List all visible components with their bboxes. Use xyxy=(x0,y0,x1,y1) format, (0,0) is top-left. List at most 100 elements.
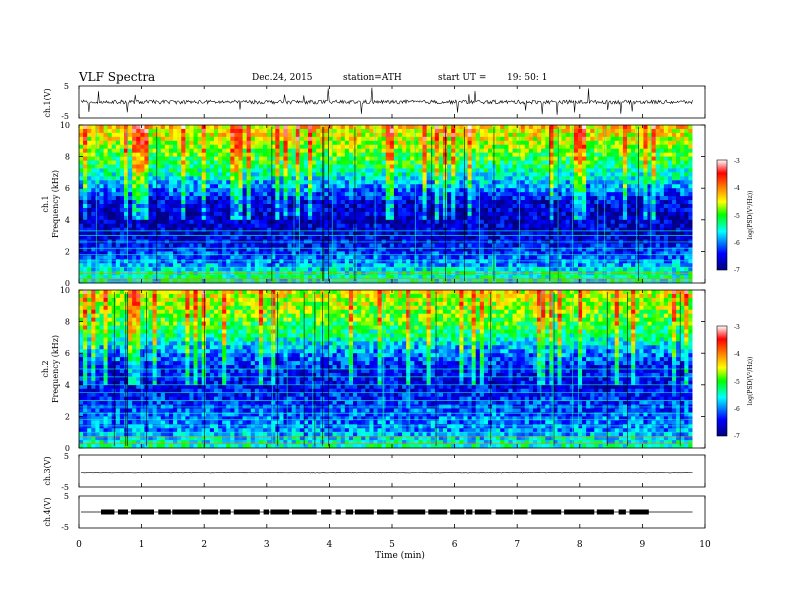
heatmap-cell xyxy=(508,132,513,138)
heatmap-cell xyxy=(226,156,231,161)
heatmap-cell xyxy=(144,172,149,177)
heatmap-cell xyxy=(573,192,579,197)
heatmap-cell xyxy=(299,152,305,157)
heatmap-cell xyxy=(565,176,571,181)
heatmap-cell xyxy=(537,140,542,146)
heatmap-cell xyxy=(324,188,329,193)
heatmap-cell xyxy=(303,164,309,169)
heatmap-cell xyxy=(144,255,149,260)
heatmap-cell xyxy=(205,172,211,177)
heatmap-cell xyxy=(377,172,382,177)
heatmap-cell xyxy=(434,160,440,165)
heatmap-cell xyxy=(222,204,227,209)
heatmap-cell xyxy=(250,188,256,193)
heatmap-cell xyxy=(512,223,517,228)
heatmap-cell xyxy=(561,255,566,260)
heatmap-cell xyxy=(218,176,223,181)
heatmap-cell xyxy=(430,255,436,260)
heatmap-cell xyxy=(242,168,247,173)
heatmap-cell xyxy=(299,156,305,161)
heatmap-cell xyxy=(234,136,239,142)
heatmap-cell xyxy=(381,152,387,157)
heatmap-cell xyxy=(438,125,444,130)
heatmap-cell xyxy=(312,125,317,130)
heatmap-cell xyxy=(434,259,440,264)
heatmap-cell xyxy=(389,267,395,272)
heatmap-cell xyxy=(173,267,178,272)
heatmap-cell xyxy=(156,188,162,193)
heatmap-cell xyxy=(246,164,252,169)
heatmap-cell xyxy=(230,184,235,189)
heatmap-cell xyxy=(463,168,468,173)
heatmap-cell xyxy=(303,207,309,213)
heatmap-cell xyxy=(438,207,444,213)
heatmap-cell xyxy=(459,219,464,225)
heatmap-cell xyxy=(128,152,133,157)
heatmap-cell xyxy=(103,204,108,209)
heatmap-cell xyxy=(344,267,350,272)
heatmap-cell xyxy=(573,263,579,268)
heatmap-cell xyxy=(168,275,174,280)
heatmap-cell xyxy=(299,144,305,149)
heatmap-cell xyxy=(99,180,104,185)
heatmap-cell xyxy=(99,172,104,177)
heatmap-cell xyxy=(357,132,362,138)
heatmap-cell xyxy=(336,140,342,146)
heatmap-cell xyxy=(348,125,354,130)
heatmap-cell xyxy=(381,160,387,165)
heatmap-cell xyxy=(557,148,562,153)
heatmap-cell xyxy=(500,211,505,217)
heatmap-cell xyxy=(357,251,362,256)
heatmap-cell xyxy=(164,180,170,185)
heatmap-cell xyxy=(573,156,579,161)
heatmap-cell xyxy=(520,176,526,181)
heatmap-cell xyxy=(393,251,399,256)
heatmap-cell xyxy=(438,263,444,268)
heatmap-cell xyxy=(385,223,391,228)
heatmap-cell xyxy=(512,211,517,217)
heatmap-cell xyxy=(365,255,370,260)
heatmap-cell xyxy=(119,172,125,177)
heatmap-cell xyxy=(516,275,522,280)
heatmap-cell xyxy=(577,215,583,221)
heatmap-cell xyxy=(418,125,423,130)
heatmap-cell xyxy=(577,223,583,228)
heatmap-cell xyxy=(144,231,149,236)
heatmap-cell xyxy=(393,164,399,169)
heatmap-cell xyxy=(471,156,477,161)
heatmap-cell xyxy=(267,227,272,232)
heatmap-cell xyxy=(115,140,121,146)
heatmap-cell xyxy=(487,200,493,205)
heatmap-cell xyxy=(410,235,415,240)
heatmap-cell xyxy=(119,128,125,134)
heatmap-cell xyxy=(132,211,137,217)
heatmap-cell xyxy=(316,156,321,161)
heatmap-cell xyxy=(500,156,505,161)
heatmap-cell xyxy=(168,207,174,213)
heatmap-cell xyxy=(549,235,554,240)
heatmap-cell xyxy=(528,243,534,248)
heatmap-cell xyxy=(177,219,182,225)
heatmap-cell xyxy=(87,207,92,213)
heatmap-cell xyxy=(332,176,337,181)
heatmap-cell xyxy=(144,259,149,264)
heatmap-cell xyxy=(410,204,415,209)
heatmap-cell xyxy=(242,128,247,134)
heatmap-cell xyxy=(140,263,145,268)
heatmap-cell xyxy=(487,259,493,264)
heatmap-cell xyxy=(475,247,481,252)
heatmap-cell xyxy=(144,125,149,130)
heatmap-cell xyxy=(136,227,141,232)
heatmap-cell xyxy=(471,211,477,217)
heatmap-cell xyxy=(512,125,517,130)
heatmap-cell xyxy=(438,144,444,149)
heatmap-cell xyxy=(312,263,317,268)
heatmap-cell xyxy=(136,168,141,173)
heatmap-cell xyxy=(348,275,354,280)
heatmap-cell xyxy=(541,132,546,138)
heatmap-cell xyxy=(361,196,366,201)
heatmap-cell xyxy=(381,211,387,217)
heatmap-cell xyxy=(385,207,391,213)
heatmap-cell xyxy=(373,176,378,181)
heatmap-cell xyxy=(385,188,391,193)
